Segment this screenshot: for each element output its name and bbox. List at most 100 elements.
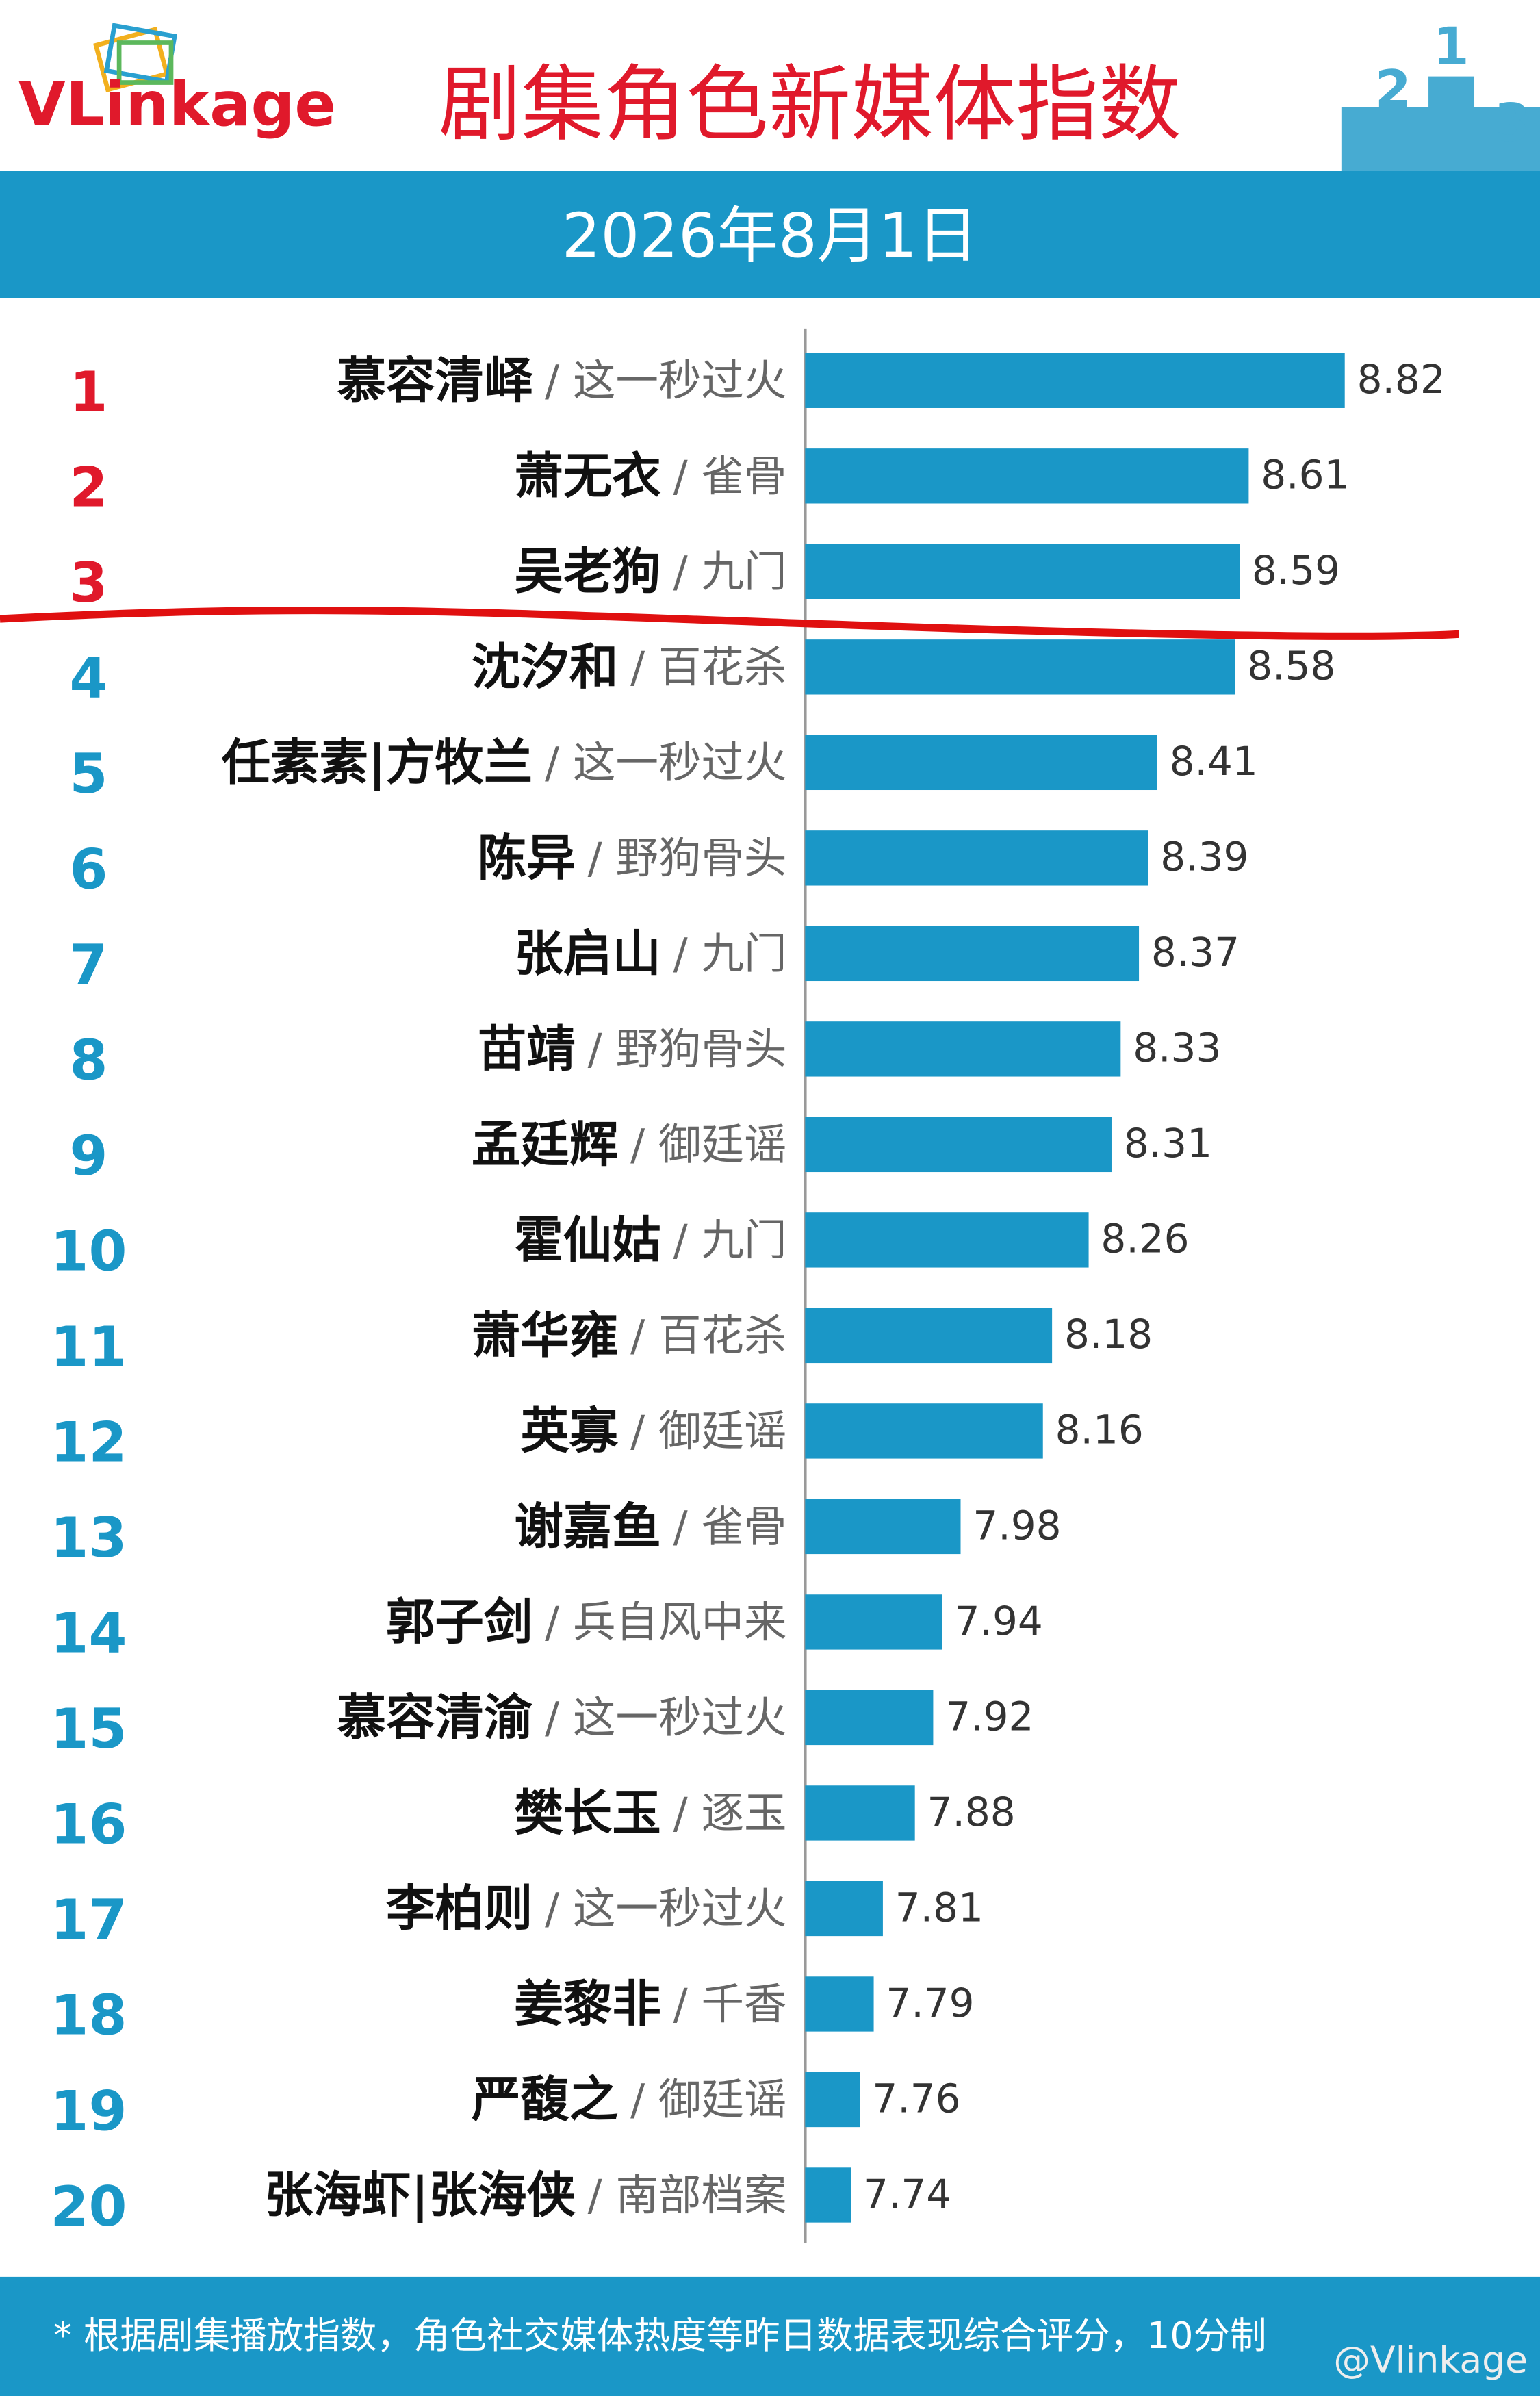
row-label: 樊长玉 / 逐玉 — [515, 1784, 787, 1841]
value-label: 8.82 — [1357, 356, 1446, 403]
value-label: 7.98 — [973, 1502, 1061, 1549]
show-name: / 御廷谣 — [630, 1119, 786, 1169]
rank: 13 — [51, 1505, 127, 1570]
value-label: 7.94 — [955, 1598, 1043, 1644]
show-name: / 千香 — [673, 1979, 787, 2029]
bar — [805, 1594, 942, 1650]
bar — [805, 830, 1148, 886]
row-label: 谢嘉鱼 / 雀骨 — [515, 1498, 787, 1555]
value-label: 7.88 — [927, 1789, 1016, 1835]
svg-text:3: 3 — [1494, 92, 1530, 153]
rows: 1 慕容清峄 / 这一秒过火 8.822 萧无衣 / 雀骨 8.613 吴老狗 / 九门 8.59… — [51, 352, 1446, 2239]
character-name: 谢嘉鱼 — [515, 1498, 661, 1555]
character-name: 任素素|方牧兰 — [222, 734, 533, 791]
show-name: / 御廷谣 — [630, 2075, 786, 2125]
bar — [805, 1021, 1121, 1077]
bar — [805, 1117, 1112, 1173]
character-name: 萧无衣 — [515, 447, 661, 504]
value-label: 7.81 — [895, 1884, 984, 1930]
bar — [805, 1308, 1053, 1364]
rank: 19 — [51, 2078, 127, 2143]
date: 2026年8月1日 — [562, 201, 979, 272]
bar — [805, 1690, 934, 1746]
row-label: 苗靖 / 野狗骨头 — [478, 1020, 787, 1077]
footer-note: * 根据剧集播放指数，角色社交媒体热度等昨日数据表现综合评分，10分制 — [53, 2314, 1266, 2357]
rank: 15 — [51, 1696, 127, 1761]
character-name: 姜黎非 — [515, 1975, 661, 2032]
show-name: / 兵自风中来 — [545, 1597, 786, 1647]
rank: 7 — [70, 932, 108, 997]
show-name: / 雀骨 — [673, 1501, 787, 1551]
footer-band — [0, 2276, 1540, 2396]
character-name: 严馥之 — [472, 2071, 618, 2128]
show-name: / 百花杀 — [630, 1310, 786, 1360]
value-label: 8.37 — [1151, 929, 1240, 976]
value-label: 8.39 — [1160, 834, 1248, 880]
value-label: 7.92 — [945, 1693, 1034, 1739]
character-name: 樊长玉 — [515, 1784, 661, 1841]
logo-icon — [93, 23, 178, 93]
watermark: @Vlinkage — [1333, 2338, 1528, 2382]
rank: 11 — [51, 1314, 127, 1379]
row-label: 李柏则 / 这一秒过火 — [386, 1880, 787, 1937]
character-name: 苗靖 — [478, 1020, 576, 1077]
cutoff-line — [0, 607, 1459, 640]
row-label: 姜黎非 / 千香 — [515, 1975, 787, 2032]
value-label: 8.16 — [1055, 1407, 1144, 1453]
character-name: 张海虾|张海侠 — [264, 2166, 576, 2223]
row-label: 张海虾|张海侠 / 南部档案 — [264, 2166, 786, 2223]
row-label: 孟廷辉 / 御廷谣 — [472, 1116, 787, 1173]
show-name: / 野狗骨头 — [588, 1024, 787, 1074]
show-name: / 野狗骨头 — [588, 833, 787, 883]
bar — [805, 639, 1235, 695]
row-label: 吴老狗 / 九门 — [515, 543, 787, 600]
rank: 1 — [70, 359, 108, 424]
row-label: 郭子剑 / 兵自风中来 — [386, 1593, 787, 1650]
bar — [805, 926, 1140, 982]
value-label: 8.33 — [1133, 1025, 1221, 1071]
rank: 14 — [51, 1601, 127, 1666]
row-label: 慕容清渝 / 这一秒过火 — [337, 1689, 787, 1746]
show-name: / 这一秒过火 — [545, 355, 786, 405]
show-name: / 九门 — [673, 928, 787, 978]
rank: 3 — [70, 550, 108, 615]
rank: 20 — [51, 2174, 127, 2239]
row-label: 沈汐和 / 百花杀 — [472, 638, 787, 695]
row-label: 慕容清峄 / 这一秒过火 — [337, 352, 787, 409]
show-name: / 御廷谣 — [630, 1406, 786, 1456]
character-name: 英寡 — [520, 1402, 618, 1459]
rank: 2 — [70, 455, 108, 520]
row-label: 张启山 / 九门 — [515, 925, 787, 982]
row-label: 任素素|方牧兰 / 这一秒过火 — [222, 734, 787, 791]
rank: 5 — [70, 741, 108, 806]
character-name: 张启山 — [515, 925, 661, 982]
character-name: 李柏则 — [386, 1880, 532, 1937]
bar — [805, 1212, 1089, 1268]
character-name: 沈汐和 — [472, 638, 618, 695]
svg-text:2: 2 — [1375, 59, 1411, 119]
show-name: / 南部档案 — [588, 2170, 787, 2220]
rank: 10 — [51, 1219, 127, 1284]
bar — [805, 1403, 1043, 1459]
show-name: / 百花杀 — [630, 642, 786, 692]
bar — [805, 1976, 874, 2032]
rank: 6 — [70, 837, 108, 902]
character-name: 慕容清峄 — [337, 352, 533, 409]
value-label: 8.58 — [1247, 643, 1335, 689]
character-name: 孟廷辉 — [472, 1116, 618, 1173]
show-name: / 这一秒过火 — [545, 1884, 786, 1934]
svg-text:1: 1 — [1433, 16, 1470, 77]
rank: 8 — [70, 1028, 108, 1093]
character-name: 萧华雍 — [472, 1307, 618, 1364]
value-label: 8.41 — [1170, 738, 1258, 785]
show-name: / 九门 — [673, 546, 787, 596]
bar — [805, 2072, 860, 2128]
value-label: 7.76 — [872, 2075, 960, 2121]
bar — [805, 1785, 915, 1841]
row-label: 英寡 / 御廷谣 — [520, 1402, 786, 1459]
value-label: 7.74 — [863, 2171, 951, 2217]
rank: 18 — [51, 1983, 127, 2048]
row-label: 萧无衣 / 雀骨 — [515, 447, 787, 504]
podium-icon: 2 1 3 — [1341, 16, 1540, 171]
